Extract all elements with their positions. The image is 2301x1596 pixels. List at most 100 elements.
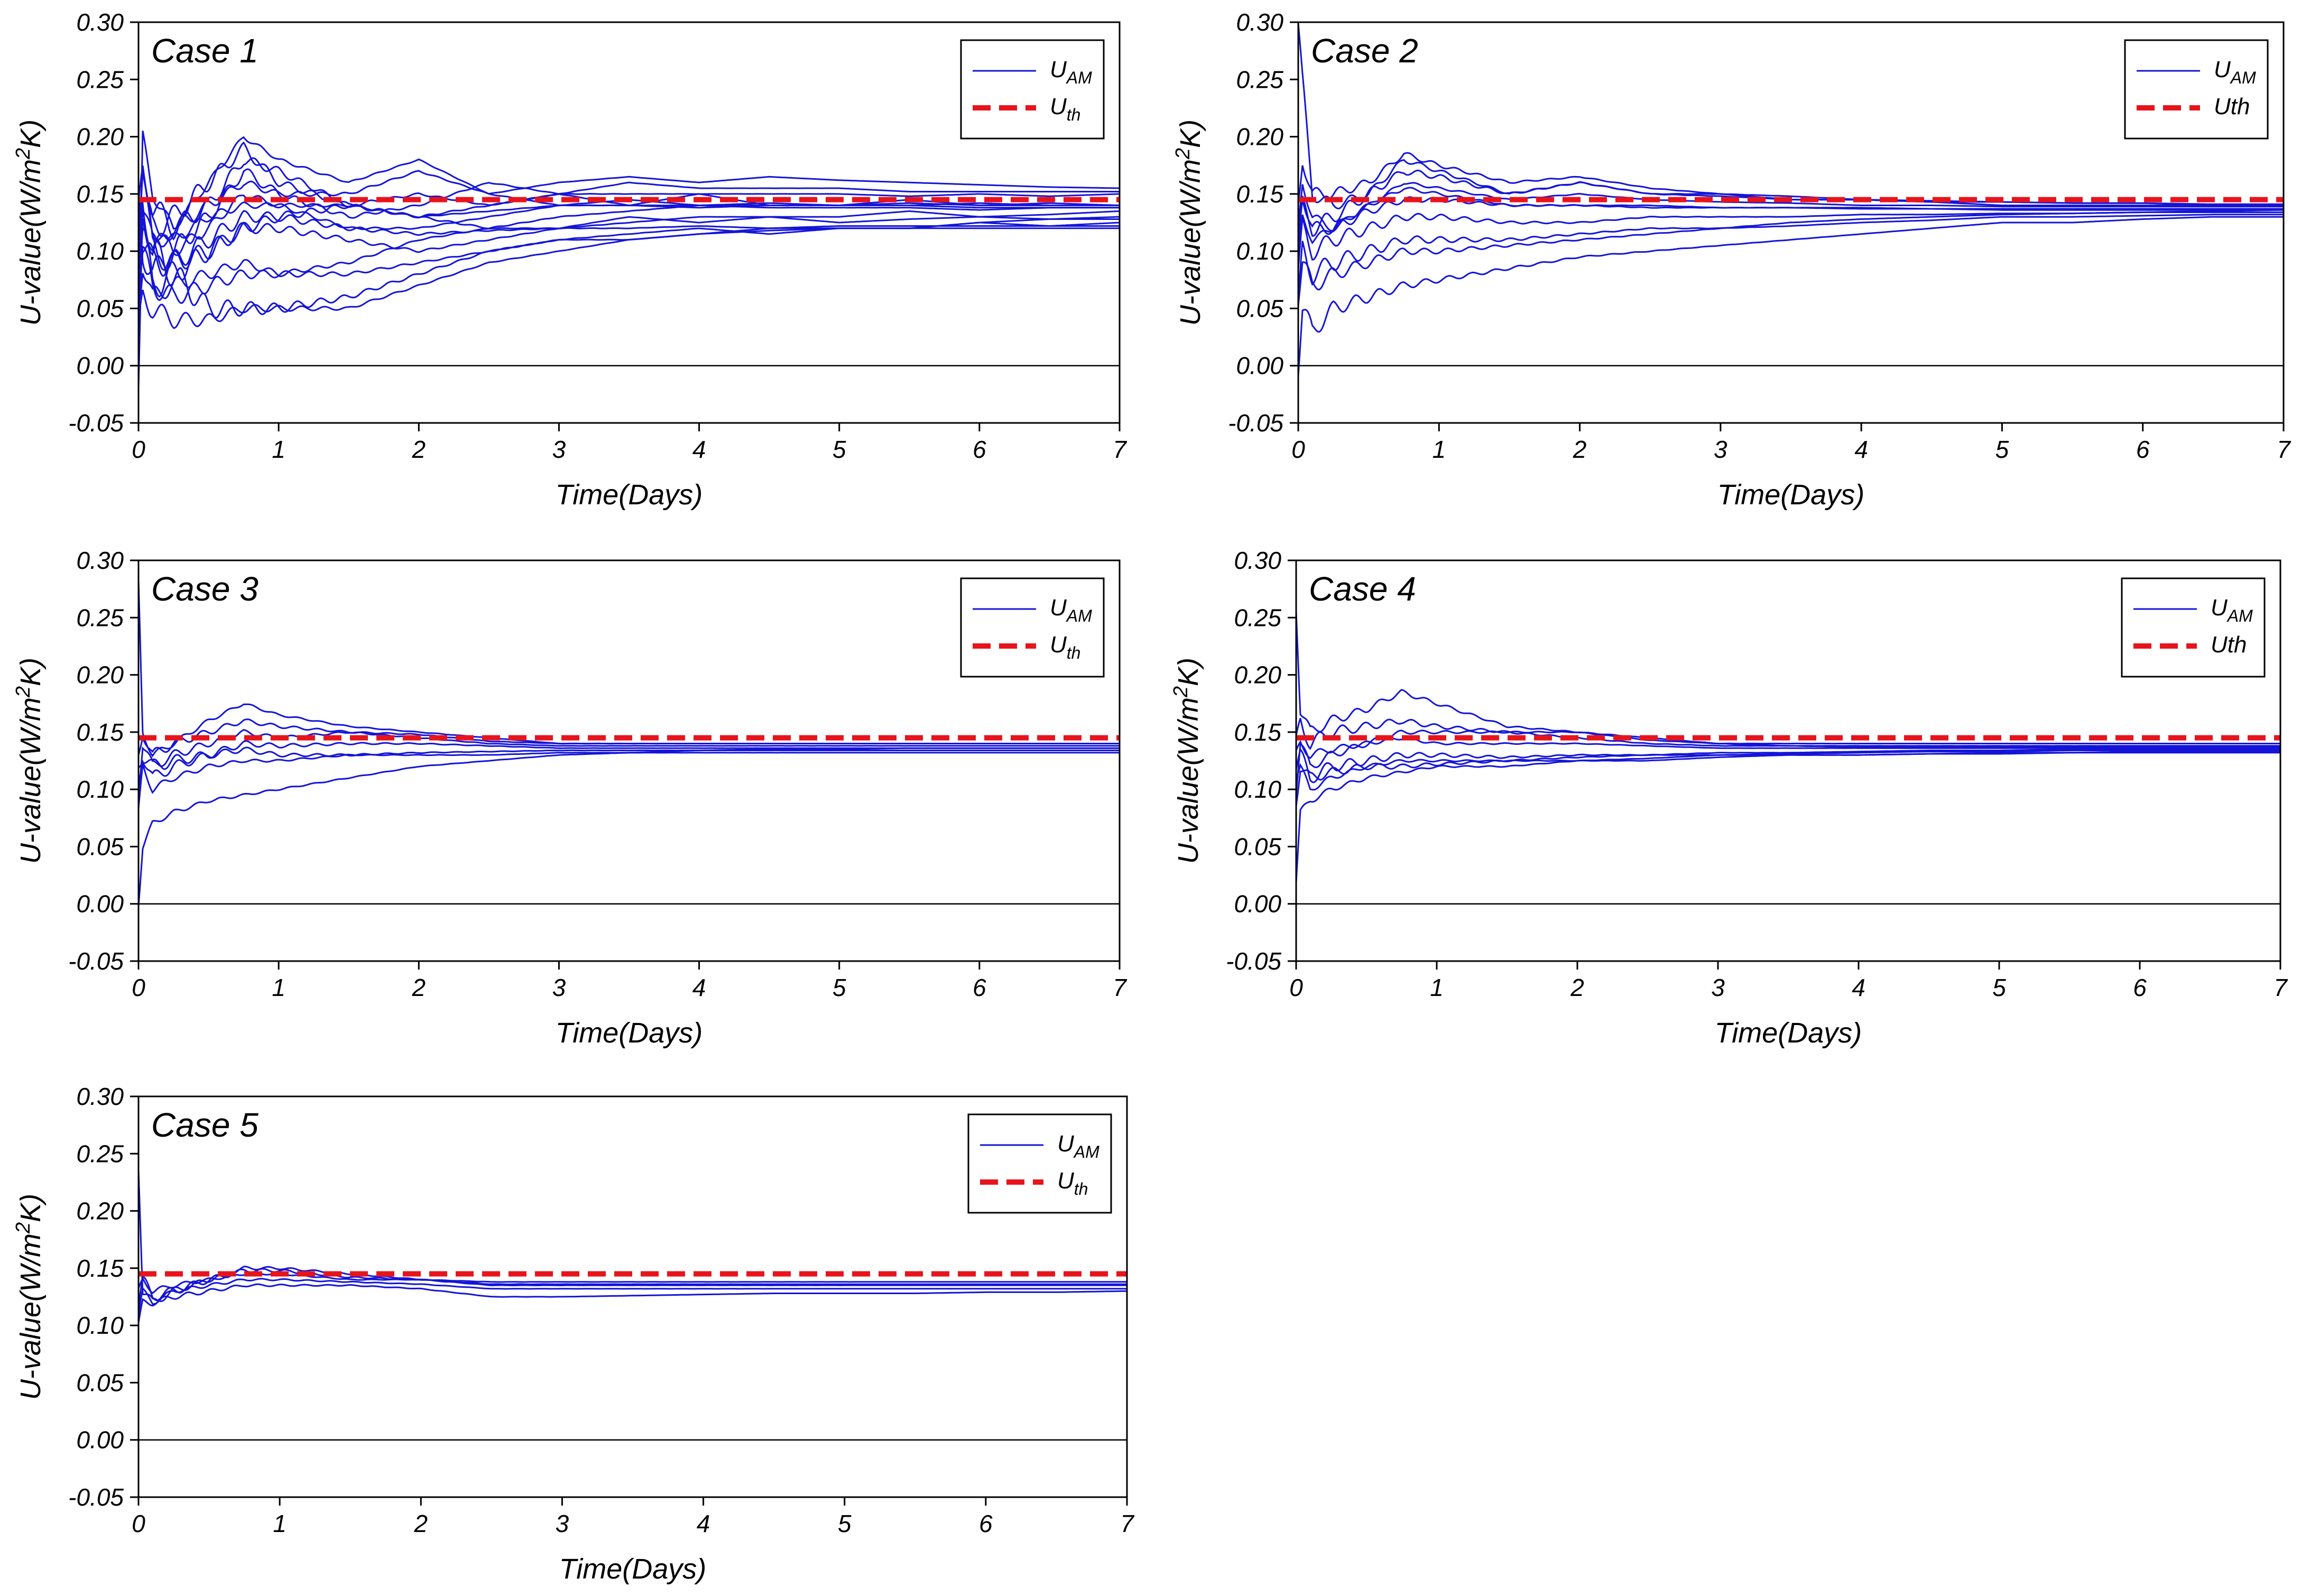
y-tick-label: 0.10 [76,1312,124,1339]
series-line-5 [1296,718,2280,750]
series-line-8 [1298,214,2284,306]
x-tick-label: 4 [692,436,706,463]
series-line-7 [1296,737,2280,759]
y-tick-label: 0.10 [76,237,124,265]
x-tick-label: 7 [2274,974,2288,1001]
y-tick-label: 0.20 [1234,661,1281,689]
chart-panel-1: -0.05 0.00 0.05 0.10 0.15 0.20 0.25 0.30 0 1 2 3 4 5 6… [12,8,1127,511]
x-tick-label: 3 [556,1510,569,1537]
y-tick-label: 0.30 [1234,547,1281,574]
case-title: Case 4 [1309,570,1416,608]
y-tick-label: 0.00 [76,1426,124,1454]
x-tick-label: 6 [973,436,986,463]
y-tick-label: 0.20 [76,1197,124,1225]
y-tick-label: 0.25 [76,1140,124,1167]
y-tick-label: -0.05 [1226,947,1281,975]
y-tick-label: 0.05 [76,294,124,322]
x-tick-label: 3 [552,436,566,463]
x-tick-label: 4 [692,974,706,1001]
y-tick-label: 0.30 [76,547,124,574]
chart-panel-3: -0.05 0.00 0.05 0.10 0.15 0.20 0.25 0.30 0 1 2 3 4 5 6… [12,547,1127,1049]
chart-panel-5: -0.05 0.00 0.05 0.10 0.15 0.20 0.25 0.30 0 1 2 3 4 5 6… [12,1083,1134,1585]
case-title: Case 1 [151,32,258,70]
plot-frame [137,1095,1128,1498]
y-tick-label: -0.05 [68,1483,124,1511]
x-tick-label: 0 [132,436,145,463]
series-group [1296,612,2280,882]
plot-frame [1295,559,2281,962]
x-tick-label: 2 [411,436,426,463]
series-line-8 [1296,750,2280,806]
y-tick-label: 0.15 [1234,718,1281,746]
x-tick-label: 5 [833,436,846,463]
y-tick-label: 0.10 [76,776,124,803]
x-tick-label: 1 [1432,436,1446,463]
series-line-4 [1296,748,2280,783]
legend-box [967,1113,1112,1214]
y-tick-label: 0.10 [1236,237,1283,265]
x-tick-label: 4 [697,1510,710,1537]
chart-panel-2: -0.05 0.00 0.05 0.10 0.15 0.20 0.25 0.30 0 1 2 3 4 5 6… [1172,8,2291,511]
x-tick-label: 7 [1120,1510,1134,1537]
x-axis-label: Time(Days) [1715,1017,1862,1049]
case-title: Case 5 [151,1106,258,1144]
y-tick-label: 0.15 [76,1254,124,1282]
series-line-4 [1298,209,2284,300]
y-tick-label: 0.05 [1234,833,1281,860]
legend-label: Uth [1050,632,1080,662]
legend-box [960,39,1105,140]
chart-panel-4: -0.05 0.00 0.05 0.10 0.15 0.20 0.25 0.30 0 1 2 3 4 5 6… [1170,547,2288,1049]
series-line-2 [138,203,1120,388]
y-tick-label: 0.15 [76,718,124,746]
series-line-11 [138,210,1120,279]
legend-label: Uth [1050,94,1080,124]
x-tick-label: 6 [2133,974,2147,1001]
legend-label: Uth [2211,632,2247,658]
legend-box [2124,39,2269,140]
x-tick-label: 0 [132,974,145,1001]
plot-frame [1297,21,2285,424]
x-tick-label: 5 [833,974,846,1001]
series-line-2 [1296,751,2280,882]
y-axis-label: U-value(W/m2K) [1170,658,1204,864]
x-tick-label: 3 [1711,974,1725,1001]
series-group [138,131,1120,388]
y-tick-label: 0.15 [76,180,124,208]
plot-frame [137,559,1121,962]
series-line-6 [1298,211,2284,269]
case-title: Case 3 [151,570,258,608]
legend-label: UAM [2211,595,2253,625]
y-tick-label: 0.00 [1234,890,1281,918]
y-tick-label: 0.25 [1234,604,1281,631]
series-line-1 [1296,612,2280,745]
x-axis-label: Time(Days) [1717,479,1865,511]
x-axis-label: Time(Days) [556,479,703,511]
x-axis-label: Time(Days) [556,1017,703,1049]
series-line-2 [138,747,1120,907]
y-tick-label: 0.25 [76,66,124,93]
y-tick-label: -0.05 [68,409,124,437]
y-tick-label: 0.30 [76,1083,124,1110]
series-line-10 [1298,182,2284,259]
x-tick-label: 1 [272,436,285,463]
x-tick-label: 3 [552,974,566,1001]
series-line-9 [138,173,1120,256]
legend-box [2121,577,2266,678]
y-tick-label: 0.20 [76,661,124,689]
y-axis-label: U-value(W/m2K) [12,658,47,864]
x-tick-label: 1 [1430,974,1444,1001]
x-tick-label: 1 [273,1510,287,1537]
x-tick-label: 5 [1992,974,2006,1001]
y-axis-label: U-value(W/m2K) [12,1194,47,1400]
x-tick-label: 0 [1289,974,1303,1001]
series-line-6 [1296,752,2280,791]
legend-label: UAM [2214,57,2256,87]
x-tick-label: 5 [838,1510,852,1537]
x-tick-label: 7 [1113,974,1127,1001]
legend-label: Uth [1057,1168,1088,1198]
series-group [138,580,1120,907]
legend-label: UAM [1050,57,1092,87]
x-tick-label: 2 [413,1510,428,1537]
y-axis-label: U-value(W/m2K) [1172,119,1206,326]
